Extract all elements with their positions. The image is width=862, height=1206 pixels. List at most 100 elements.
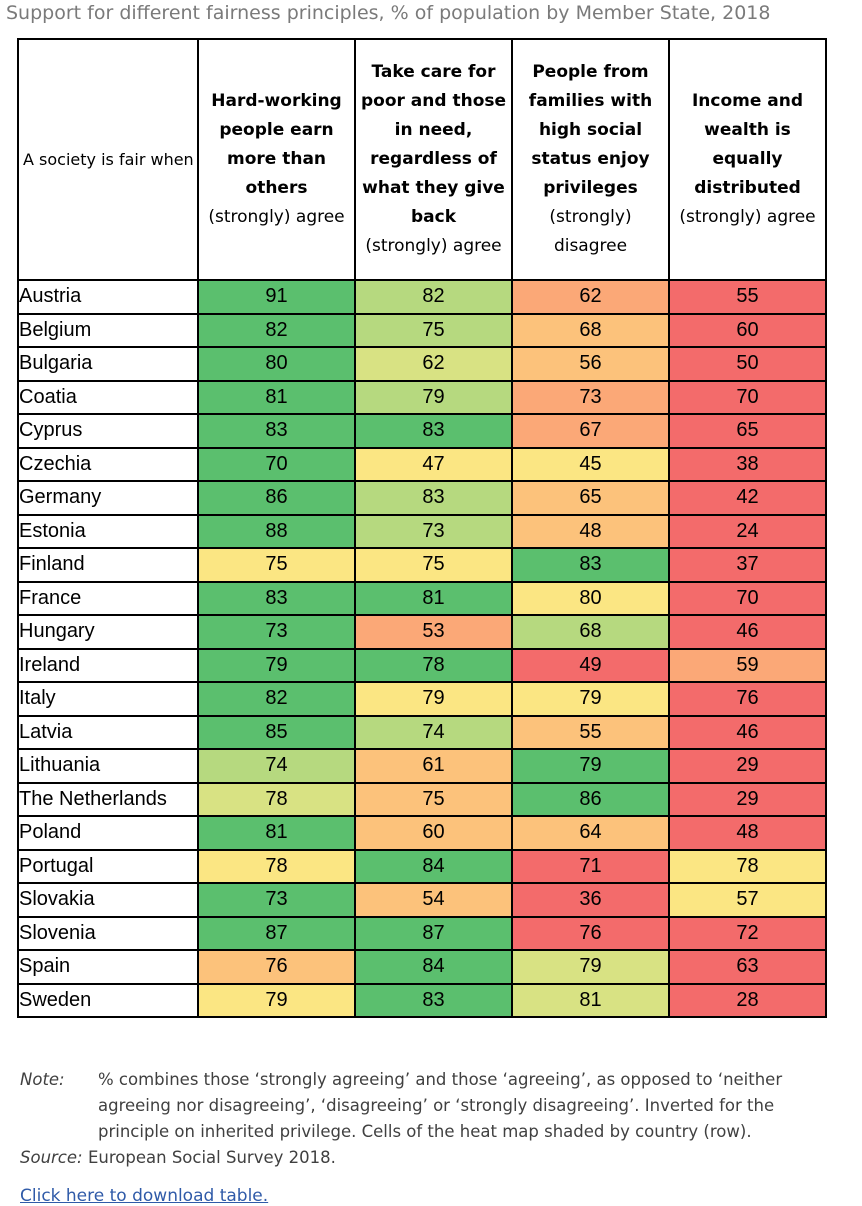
value-cell: 38 bbox=[668, 446, 827, 482]
value-cell: 73 bbox=[511, 379, 670, 415]
value-cell: 70 bbox=[668, 379, 827, 415]
value-cell: 76 bbox=[511, 915, 670, 951]
value-cell: 60 bbox=[354, 815, 513, 851]
header-column: People from families with high social st… bbox=[511, 38, 670, 281]
header-society-fair-when: A society is fair when bbox=[17, 38, 199, 281]
value-cell: 79 bbox=[511, 748, 670, 784]
value-cell: 87 bbox=[354, 915, 513, 951]
value-cell: 75 bbox=[354, 312, 513, 348]
value-cell: 73 bbox=[197, 614, 356, 650]
value-cell: 83 bbox=[354, 413, 513, 449]
source-text: European Social Survey 2018. bbox=[88, 1148, 336, 1167]
table-row: Slovenia 87 87 76 72 bbox=[17, 915, 827, 951]
value-cell: 80 bbox=[511, 580, 670, 616]
value-cell: 62 bbox=[354, 346, 513, 382]
value-cell: 46 bbox=[668, 614, 827, 650]
value-cell: 83 bbox=[511, 547, 670, 583]
table-row: Ireland 79 78 49 59 bbox=[17, 647, 827, 683]
table-row: Spain 76 84 79 63 bbox=[17, 949, 827, 985]
value-cell: 72 bbox=[668, 915, 827, 951]
country-cell: Sweden bbox=[17, 982, 199, 1018]
value-cell: 78 bbox=[197, 848, 356, 884]
value-cell: 73 bbox=[197, 882, 356, 918]
country-cell: Cyprus bbox=[17, 413, 199, 449]
value-cell: 57 bbox=[668, 882, 827, 918]
value-cell: 87 bbox=[197, 915, 356, 951]
value-cell: 55 bbox=[511, 714, 670, 750]
value-cell: 50 bbox=[668, 346, 827, 382]
country-cell: Slovenia bbox=[17, 915, 199, 951]
value-cell: 53 bbox=[354, 614, 513, 650]
value-cell: 78 bbox=[354, 647, 513, 683]
table-row: Belgium 82 75 68 60 bbox=[17, 312, 827, 348]
value-cell: 36 bbox=[511, 882, 670, 918]
table-row: Finland 75 75 83 37 bbox=[17, 547, 827, 583]
table-body: Austria 91 82 62 55 Belgium 82 75 68 60 Bulgaria 80… bbox=[17, 279, 827, 1018]
value-cell: 65 bbox=[511, 480, 670, 516]
table-row: Estonia 88 73 48 24 bbox=[17, 513, 827, 549]
value-cell: 49 bbox=[511, 647, 670, 683]
country-cell: Estonia bbox=[17, 513, 199, 549]
source-label: Source: bbox=[20, 1148, 83, 1167]
table-row: Lithuania 74 61 79 29 bbox=[17, 748, 827, 784]
table-row: Bulgaria 80 62 56 50 bbox=[17, 346, 827, 382]
value-cell: 74 bbox=[197, 748, 356, 784]
header-column-title: People from families with high social st… bbox=[528, 62, 653, 198]
value-cell: 62 bbox=[511, 279, 670, 315]
value-cell: 47 bbox=[354, 446, 513, 482]
table-row: The Netherlands 78 75 86 29 bbox=[17, 781, 827, 817]
download-table-link[interactable]: Click here to download table. bbox=[20, 1186, 269, 1206]
value-cell: 82 bbox=[197, 681, 356, 717]
value-cell: 54 bbox=[354, 882, 513, 918]
value-cell: 76 bbox=[668, 681, 827, 717]
value-cell: 86 bbox=[511, 781, 670, 817]
table-row: France 83 81 80 70 bbox=[17, 580, 827, 616]
value-cell: 68 bbox=[511, 312, 670, 348]
header-column-subtitle: (strongly) agree bbox=[679, 207, 816, 227]
country-cell: Latvia bbox=[17, 714, 199, 750]
country-cell: Ireland bbox=[17, 647, 199, 683]
fairness-heatmap-table: A society is fair when Hard-working peop… bbox=[17, 38, 827, 1018]
value-cell: 91 bbox=[197, 279, 356, 315]
header-column-title: Take care for poor and those in need, re… bbox=[360, 62, 507, 227]
table-row: Austria 91 82 62 55 bbox=[17, 279, 827, 315]
value-cell: 81 bbox=[511, 982, 670, 1018]
value-cell: 63 bbox=[668, 949, 827, 985]
value-cell: 73 bbox=[354, 513, 513, 549]
value-cell: 79 bbox=[354, 379, 513, 415]
value-cell: 84 bbox=[354, 848, 513, 884]
value-cell: 81 bbox=[354, 580, 513, 616]
notes-section: Note: % combines those ‘strongly agreein… bbox=[20, 1067, 850, 1171]
value-cell: 79 bbox=[197, 647, 356, 683]
value-cell: 46 bbox=[668, 714, 827, 750]
value-cell: 28 bbox=[668, 982, 827, 1018]
header-column: Take care for poor and those in need, re… bbox=[354, 38, 513, 281]
value-cell: 68 bbox=[511, 614, 670, 650]
table-title: Support for different fairness principle… bbox=[6, 2, 771, 24]
value-cell: 24 bbox=[668, 513, 827, 549]
value-cell: 81 bbox=[197, 379, 356, 415]
value-cell: 75 bbox=[354, 781, 513, 817]
header-column: Hard-working people earn more than other… bbox=[197, 38, 356, 281]
header-column-title: Income and wealth is equally distributed bbox=[691, 91, 804, 198]
value-cell: 83 bbox=[354, 982, 513, 1018]
table-row: Latvia 85 74 55 46 bbox=[17, 714, 827, 750]
value-cell: 78 bbox=[668, 848, 827, 884]
country-cell: Spain bbox=[17, 949, 199, 985]
country-cell: Coatia bbox=[17, 379, 199, 415]
table-row: Sweden 79 83 81 28 bbox=[17, 982, 827, 1018]
table-row: Germany 86 83 65 42 bbox=[17, 480, 827, 516]
value-cell: 60 bbox=[668, 312, 827, 348]
table-row: Hungary 73 53 68 46 bbox=[17, 614, 827, 650]
value-cell: 48 bbox=[511, 513, 670, 549]
country-cell: Germany bbox=[17, 480, 199, 516]
value-cell: 29 bbox=[668, 781, 827, 817]
value-cell: 45 bbox=[511, 446, 670, 482]
country-cell: Czechia bbox=[17, 446, 199, 482]
value-cell: 61 bbox=[354, 748, 513, 784]
value-cell: 37 bbox=[668, 547, 827, 583]
value-cell: 79 bbox=[511, 681, 670, 717]
value-cell: 81 bbox=[197, 815, 356, 851]
country-cell: The Netherlands bbox=[17, 781, 199, 817]
value-cell: 82 bbox=[197, 312, 356, 348]
